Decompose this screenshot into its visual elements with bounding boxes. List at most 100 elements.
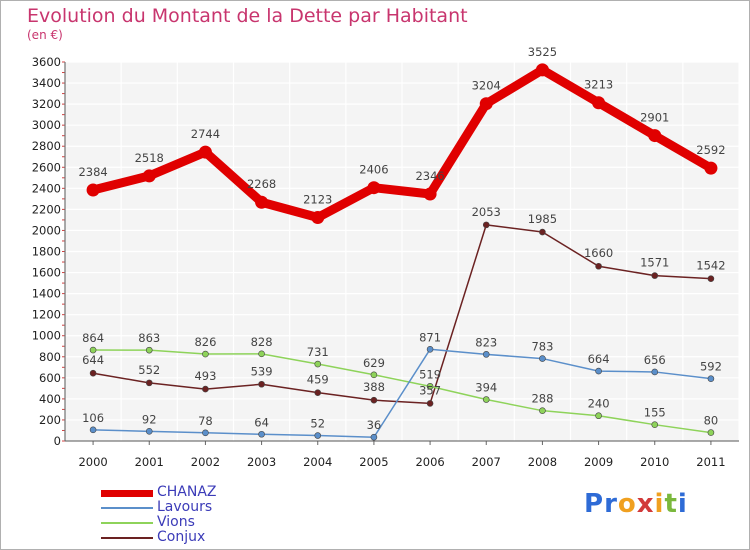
- x-tick-label: 2000: [78, 455, 107, 469]
- y-tick-label: 200: [39, 413, 61, 427]
- data-point-chanaz: [479, 97, 493, 111]
- data-label-vions: 240: [588, 397, 610, 411]
- data-label-conjux: 1571: [640, 256, 669, 270]
- data-point-chanaz: [255, 195, 269, 209]
- data-label-chanaz: 2744: [191, 127, 220, 141]
- data-label-vions: 288: [531, 392, 553, 406]
- y-tick-label: 3000: [32, 118, 61, 132]
- data-label-lavours: 664: [588, 352, 610, 366]
- data-label-lavours: 656: [644, 353, 666, 367]
- data-point-chanaz: [648, 129, 662, 143]
- data-label-conjux: 644: [82, 353, 104, 367]
- data-point-chanaz: [86, 183, 100, 197]
- data-label-conjux: 2053: [472, 205, 501, 219]
- data-label-chanaz: 2592: [696, 143, 725, 157]
- data-label-vions: 826: [194, 335, 216, 349]
- data-point-chanaz: [142, 169, 156, 183]
- data-label-vions: 629: [363, 356, 385, 370]
- data-point-chanaz: [367, 181, 381, 195]
- series-line-conjux: [92, 224, 712, 405]
- data-point-conjux: [426, 400, 434, 407]
- data-label-chanaz: 3213: [584, 78, 613, 92]
- data-label-chanaz: 2384: [78, 165, 107, 179]
- data-point-lavours: [258, 430, 265, 438]
- x-tick-label: 2008: [528, 455, 557, 469]
- data-point-vions: [145, 346, 153, 354]
- y-tick-label: 600: [39, 371, 61, 385]
- data-label-conjux: 552: [138, 363, 160, 377]
- data-label-vions: 394: [475, 381, 497, 395]
- data-point-vions: [202, 350, 209, 358]
- data-point-chanaz: [311, 210, 325, 224]
- y-tick-label: 2200: [32, 202, 61, 216]
- data-point-conjux: [370, 396, 378, 404]
- data-label-conjux: 493: [194, 369, 216, 383]
- data-point-conjux: [651, 272, 659, 279]
- data-point-vions: [482, 396, 490, 403]
- data-point-lavours: [145, 428, 153, 435]
- data-point-vions: [89, 346, 97, 354]
- x-tick-label: 2001: [135, 455, 164, 469]
- data-label-chanaz: 2268: [247, 177, 276, 191]
- data-label-vions: 863: [138, 331, 160, 345]
- logo-letter: i: [677, 489, 688, 519]
- data-point-chanaz: [535, 63, 549, 77]
- legend-swatch-lavours: [101, 507, 153, 509]
- data-point-conjux: [595, 262, 602, 270]
- data-label-lavours: 783: [531, 340, 553, 354]
- data-label-vions: 731: [307, 345, 329, 359]
- y-tick-label: 3200: [32, 97, 61, 111]
- data-label-conjux: 539: [251, 364, 273, 378]
- series-line-vions: [92, 349, 712, 434]
- y-tick-label: 3600: [32, 55, 61, 69]
- data-point-chanaz: [704, 161, 718, 175]
- y-tick-label: 1200: [32, 308, 61, 322]
- legend-label-vions: Vions: [157, 514, 195, 530]
- x-tick-label: 2002: [191, 455, 220, 469]
- data-point-vions: [651, 421, 659, 428]
- y-tick-label: 2600: [32, 160, 61, 174]
- data-point-conjux: [89, 369, 97, 377]
- data-point-lavours: [89, 426, 97, 434]
- data-label-vions: 155: [644, 406, 666, 420]
- data-label-lavours: 871: [419, 330, 441, 344]
- x-tick-label: 2005: [359, 455, 388, 469]
- data-point-conjux: [539, 228, 546, 236]
- data-point-lavours: [539, 355, 546, 362]
- data-point-lavours: [314, 432, 322, 439]
- chart-title: Evolution du Montant de la Dette par Hab…: [27, 5, 468, 27]
- y-tick-label: 2400: [32, 181, 61, 195]
- data-label-vions: 828: [251, 335, 273, 349]
- series-line-lavours: [92, 348, 712, 438]
- data-point-conjux: [202, 385, 209, 393]
- data-label-lavours: 64: [254, 415, 269, 429]
- data-label-chanaz: 2518: [135, 151, 164, 165]
- series-line-chanaz: [88, 65, 716, 222]
- data-label-lavours: 52: [310, 417, 325, 431]
- y-tick-label: 1600: [32, 266, 61, 280]
- data-label-lavours: 36: [367, 418, 382, 432]
- data-label-conjux: 388: [363, 380, 385, 394]
- x-tick-label: 2011: [696, 455, 725, 469]
- y-tick-label: 2800: [32, 139, 61, 153]
- logo-letter: t: [664, 489, 678, 519]
- data-label-chanaz: 3204: [472, 79, 501, 93]
- data-point-vions: [314, 360, 322, 368]
- x-tick-label: 2004: [303, 455, 332, 469]
- legend-swatch-chanaz: [101, 490, 153, 497]
- data-label-conjux: 459: [307, 373, 329, 387]
- y-tick-label: 2000: [32, 223, 61, 237]
- data-point-lavours: [482, 351, 490, 358]
- data-label-conjux: 1542: [696, 259, 725, 273]
- data-point-lavours: [426, 346, 434, 353]
- data-label-chanaz: 2406: [359, 163, 388, 177]
- legend-swatch-conjux: [101, 537, 153, 539]
- proxiti-logo: Proxiti: [584, 489, 688, 519]
- y-tick-label: 0: [54, 434, 61, 448]
- data-label-chanaz: 2901: [640, 111, 669, 125]
- data-point-lavours: [202, 429, 209, 437]
- data-point-conjux: [482, 221, 490, 229]
- data-point-vions: [595, 412, 602, 420]
